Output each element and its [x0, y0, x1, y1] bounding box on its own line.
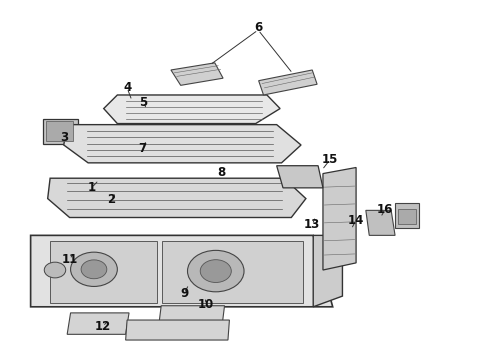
Polygon shape: [323, 167, 356, 270]
Text: 16: 16: [377, 203, 393, 216]
Text: 15: 15: [322, 153, 339, 166]
Polygon shape: [46, 121, 74, 141]
Polygon shape: [104, 95, 280, 123]
Polygon shape: [398, 208, 416, 224]
Polygon shape: [313, 235, 343, 307]
Text: 5: 5: [140, 96, 148, 109]
Text: 1: 1: [87, 181, 96, 194]
Polygon shape: [395, 203, 419, 228]
Polygon shape: [43, 118, 78, 144]
Circle shape: [44, 262, 66, 278]
Polygon shape: [158, 306, 224, 329]
Polygon shape: [67, 313, 129, 334]
Text: 14: 14: [348, 213, 364, 226]
Circle shape: [200, 260, 231, 283]
Polygon shape: [48, 178, 306, 217]
Polygon shape: [366, 210, 395, 235]
Text: 11: 11: [61, 253, 78, 266]
Circle shape: [188, 250, 244, 292]
Polygon shape: [30, 235, 333, 307]
Text: 7: 7: [139, 142, 147, 155]
Text: 3: 3: [61, 131, 69, 144]
Polygon shape: [162, 241, 303, 303]
Text: 2: 2: [107, 193, 115, 206]
Polygon shape: [277, 166, 323, 188]
Text: 4: 4: [123, 81, 131, 94]
Text: 12: 12: [95, 320, 111, 333]
Text: 9: 9: [180, 287, 188, 300]
Text: 8: 8: [218, 166, 226, 179]
Polygon shape: [171, 63, 223, 85]
Circle shape: [71, 252, 117, 287]
Text: 13: 13: [304, 218, 320, 231]
Polygon shape: [64, 125, 301, 163]
Polygon shape: [50, 241, 157, 303]
Text: 6: 6: [254, 21, 262, 33]
Polygon shape: [125, 320, 229, 340]
Circle shape: [81, 260, 107, 279]
Text: 10: 10: [198, 298, 214, 311]
Polygon shape: [259, 70, 317, 95]
